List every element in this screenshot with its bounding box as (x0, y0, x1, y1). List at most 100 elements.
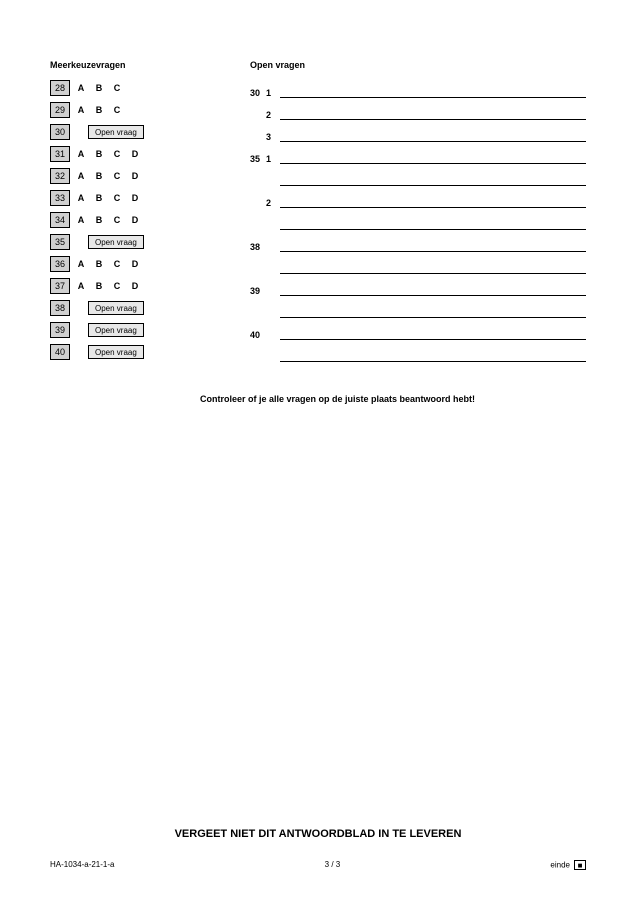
open-column: Open vragen 301233512383940 (250, 60, 586, 364)
choice-option[interactable]: B (94, 281, 104, 291)
columns: Meerkeuzevragen 28ABC29ABC30Open vraag31… (50, 60, 586, 364)
open-row (250, 166, 586, 186)
open-sub-number: 2 (266, 110, 280, 120)
open-sub-number: 1 (266, 154, 280, 164)
choice-option[interactable]: A (76, 171, 86, 181)
choice-option[interactable]: A (76, 149, 86, 159)
choice-option[interactable]: C (112, 171, 122, 181)
choice-option[interactable]: C (112, 105, 122, 115)
answer-line[interactable] (280, 304, 586, 318)
answer-line[interactable] (280, 238, 586, 252)
question-number: 32 (50, 168, 70, 184)
choice-option[interactable]: D (130, 171, 140, 181)
choice-option[interactable]: D (130, 193, 140, 203)
choices: ABC (76, 105, 122, 115)
open-question-badge: Open vraag (88, 323, 144, 337)
choice-option[interactable]: A (76, 193, 86, 203)
mc-row: 28 ABC (50, 78, 220, 98)
choice-option[interactable]: C (112, 83, 122, 93)
choice-option[interactable]: A (76, 259, 86, 269)
choice-option[interactable]: C (112, 193, 122, 203)
question-number: 31 (50, 146, 70, 162)
open-row: 40 (250, 320, 586, 340)
choices: ABCD (76, 149, 140, 159)
open-question-number: 40 (250, 330, 266, 340)
question-number: 38 (50, 300, 70, 316)
answer-line[interactable] (280, 106, 586, 120)
open-row: 39 (250, 276, 586, 296)
check-note: Controleer of je alle vragen op de juist… (200, 394, 586, 404)
open-sub-number: 1 (266, 88, 280, 98)
mc-row: 34ABCD (50, 210, 220, 230)
open-question-badge: Open vraag (88, 345, 144, 359)
mc-row: 36 ABCD (50, 254, 220, 274)
open-question-number: 35 (250, 154, 266, 164)
mc-row: 30 Open vraag (50, 122, 220, 142)
choice-option[interactable]: D (130, 215, 140, 225)
choice-option[interactable]: B (94, 149, 104, 159)
choice-option[interactable]: B (94, 171, 104, 181)
choices: ABCD (76, 171, 140, 181)
choice-option[interactable]: B (94, 259, 104, 269)
answer-line[interactable] (280, 326, 586, 340)
mc-row: 39Open vraag (50, 320, 220, 340)
open-row: 3 (250, 122, 586, 142)
open-question-number: 38 (250, 242, 266, 252)
choice-option[interactable]: A (76, 281, 86, 291)
choice-option[interactable]: B (94, 215, 104, 225)
mc-row: 38 Open vraag (50, 298, 220, 318)
choice-option[interactable]: C (112, 281, 122, 291)
choice-option[interactable]: A (76, 83, 86, 93)
answer-line[interactable] (280, 150, 586, 164)
open-heading: Open vragen (250, 60, 586, 72)
open-question-badge: Open vraag (88, 235, 144, 249)
answer-line[interactable] (280, 194, 586, 208)
choice-option[interactable]: B (94, 193, 104, 203)
question-number: 40 (50, 344, 70, 360)
question-number: 29 (50, 102, 70, 118)
question-number: 36 (50, 256, 70, 272)
footer-right: einde■ (550, 860, 586, 870)
open-question-badge: Open vraag (88, 301, 144, 315)
choice-option[interactable]: B (94, 105, 104, 115)
open-question-number: 39 (250, 286, 266, 296)
choice-option[interactable]: D (130, 149, 140, 159)
choices: ABCD (76, 215, 140, 225)
mc-row: 33ABCD (50, 188, 220, 208)
open-row: 2 (250, 100, 586, 120)
footer-left: HA-1034-a-21-1-a (50, 860, 114, 870)
open-question-badge: Open vraag (88, 125, 144, 139)
open-question-number: 30 (250, 88, 266, 98)
choice-option[interactable]: C (112, 215, 122, 225)
open-row: 38 (250, 232, 586, 252)
mc-row: 35Open vraag (50, 232, 220, 252)
end-icon: ■ (574, 860, 586, 870)
choice-option[interactable]: D (130, 281, 140, 291)
choice-option[interactable]: C (112, 149, 122, 159)
open-row (250, 210, 586, 230)
choice-option[interactable]: C (112, 259, 122, 269)
answer-line[interactable] (280, 172, 586, 186)
choice-option[interactable]: B (94, 83, 104, 93)
choice-option[interactable]: A (76, 105, 86, 115)
mc-row: 31 ABCD (50, 144, 220, 164)
answer-line[interactable] (280, 348, 586, 362)
mc-column: Meerkeuzevragen 28ABC29ABC30Open vraag31… (50, 60, 220, 364)
answer-line[interactable] (280, 128, 586, 142)
answer-line[interactable] (280, 260, 586, 274)
choices: ABC (76, 83, 122, 93)
choice-option[interactable]: D (130, 259, 140, 269)
footer-center: 3 / 3 (325, 860, 341, 870)
answer-line[interactable] (280, 216, 586, 230)
choice-option[interactable]: A (76, 215, 86, 225)
footer-line: HA-1034-a-21-1-a 3 / 3 einde■ (50, 860, 586, 870)
question-number: 30 (50, 124, 70, 140)
open-row: 301 (250, 78, 586, 98)
question-number: 28 (50, 80, 70, 96)
page: Meerkeuzevragen 28ABC29ABC30Open vraag31… (0, 0, 636, 900)
open-row (250, 298, 586, 318)
answer-line[interactable] (280, 282, 586, 296)
answer-line[interactable] (280, 84, 586, 98)
mc-row: 32 ABCD (50, 166, 220, 186)
choices: ABCD (76, 281, 140, 291)
